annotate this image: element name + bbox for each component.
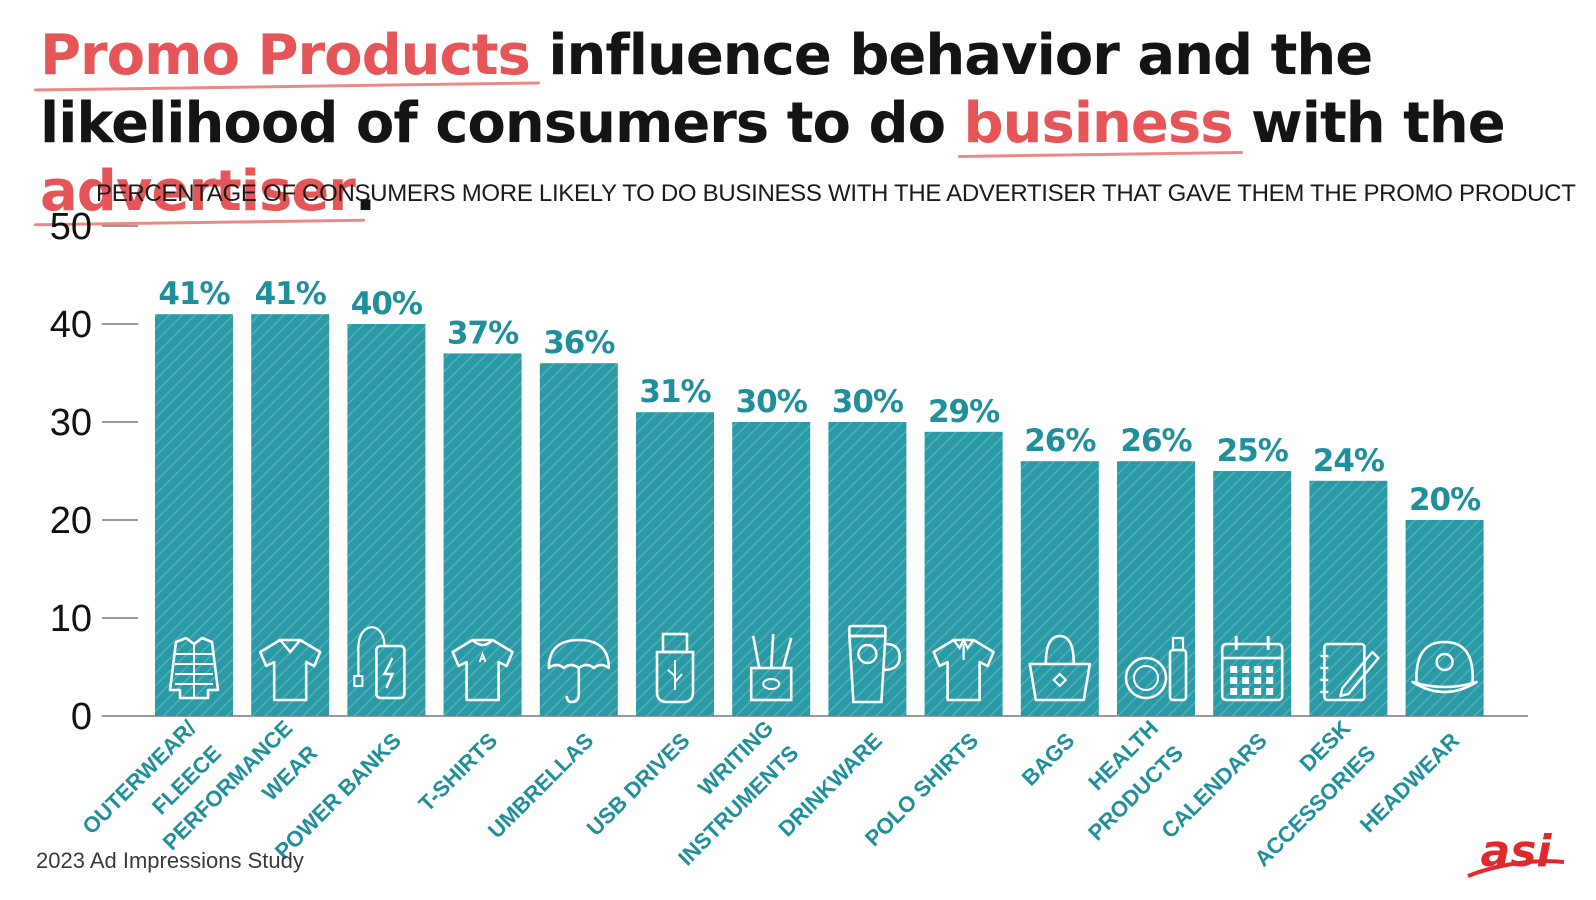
pen-cup-icon [749,633,793,702]
headline-highlight-promo-products: Promo Products [40,23,531,88]
t-shirt-icon [451,638,514,702]
bar-hatch [924,431,1003,716]
bar-hatch [1117,461,1195,716]
headline-text-3: . [354,159,376,224]
y-tick-label: 10 [50,598,92,640]
performance-shirt-icon [258,638,322,702]
category-label: USB DRIVES [582,728,695,841]
category-label: BAGS [1017,728,1080,791]
headline: Promo Products influence behavior and th… [40,22,1570,226]
cap-icon [1411,640,1478,694]
y-tick-label: 0 [71,696,92,738]
chart-subtitle: PERCENTAGE OF CONSUMERS MORE LIKELY TO D… [96,180,1576,207]
tote-bag-icon [1028,634,1092,702]
category-label: POWER BANKS [270,728,406,864]
travel-mug-icon [848,624,901,704]
data-label: 26% [1024,423,1096,459]
calendar-icon [1220,636,1284,702]
bar-hatch [1213,471,1292,716]
headline-highlight-advertiser: advertiser [40,159,356,224]
category-label: HEADWEAR [1355,728,1464,837]
data-label: 36% [543,325,615,361]
y-tick-label: 40 [50,304,92,346]
y-tick-label: 50 [50,206,92,248]
data-label: 41% [158,276,230,312]
data-label: 26% [1120,423,1192,459]
data-label: 30% [832,384,904,420]
headline-text-2: with the [1232,91,1506,156]
bar-hatch [443,353,522,716]
bar-hatch [1309,480,1388,716]
asi-logo: asi [1467,826,1565,878]
y-tick-label: 20 [50,500,92,542]
y-tick-label: 30 [50,402,92,444]
category-label: T-SHIRTS [414,728,503,817]
data-label: 29% [928,394,1000,430]
lip-balm-sanitizer-icon [1124,636,1188,702]
data-label: 40% [351,286,423,322]
data-label: 41% [255,276,327,312]
source-note: 2023 Ad Impressions Study [36,848,304,873]
bar-hatch [539,363,618,716]
data-label: 25% [1217,433,1289,469]
data-label: 30% [736,384,808,420]
usb-drive-icon [655,632,695,704]
power-bank-icon [353,626,406,700]
bar-hatch [828,422,907,716]
bar-hatch [347,324,426,716]
headline-text-1: influence behavior and the likelihood of… [40,23,1373,156]
svg-text:asi: asi [1481,826,1553,877]
data-label: 31% [639,374,711,410]
data-label: 24% [1313,443,1385,479]
bar-hatch [732,422,811,716]
data-label: 37% [447,315,519,351]
umbrella-icon [547,638,611,704]
jacket-icon [168,636,220,700]
headline-highlight-business: business [963,91,1234,156]
data-label: 20% [1409,482,1481,518]
notepad-pen-icon [1320,642,1380,702]
polo-shirt-icon [932,637,995,702]
